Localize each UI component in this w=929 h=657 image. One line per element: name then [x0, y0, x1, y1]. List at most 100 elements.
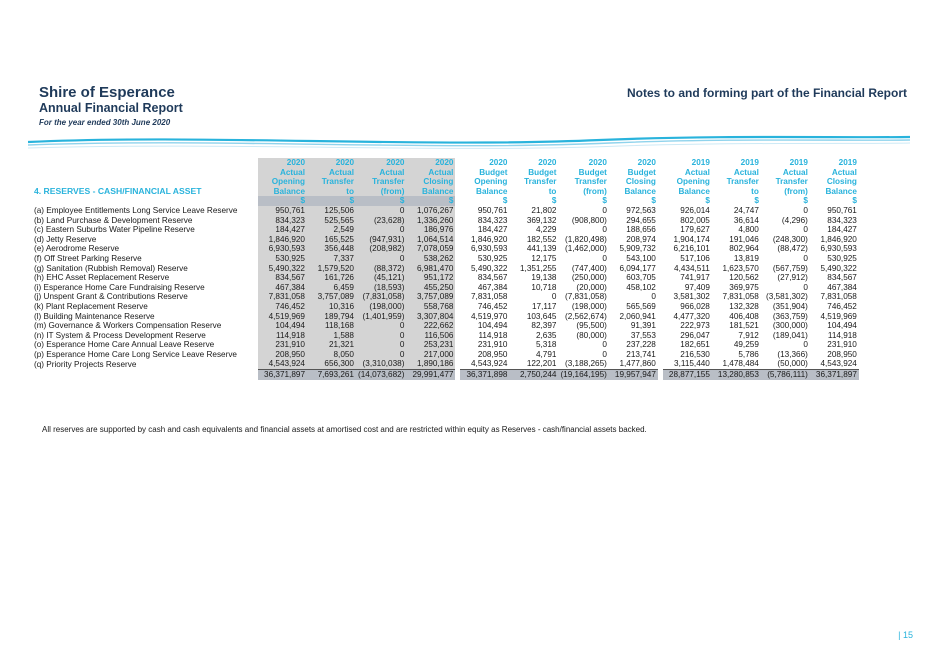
cell: 231,910 [477, 340, 508, 350]
cell: 2020 [307, 158, 356, 168]
cell: 104,494 [258, 321, 307, 331]
cell: 12,175 [531, 253, 557, 263]
cell: Closing [625, 177, 656, 187]
cell: 746,452 [258, 301, 307, 312]
cell: 104,494 [827, 321, 857, 331]
cell: 0 [803, 205, 808, 215]
cell: 834,567 [258, 273, 307, 283]
table-row: (i) Esperance Home Care Fundraising Rese… [28, 282, 859, 293]
cell: 455,250 [406, 282, 456, 293]
cell: Balance [624, 186, 656, 196]
cell: $ [406, 196, 456, 206]
cell: 972,563 [626, 205, 656, 215]
cell: 802,005 [680, 215, 710, 225]
cell: 1,478,484 [711, 359, 761, 371]
cell: 558,768 [406, 301, 456, 312]
cell: 834,323 [258, 215, 307, 226]
cell: 0 [356, 330, 407, 341]
cell: Budget [627, 167, 656, 177]
cell: 21,802 [531, 205, 557, 215]
cell: to [307, 186, 356, 197]
cell: 120,562 [729, 273, 759, 283]
cell: 7,831,058 [722, 292, 759, 302]
cell: 0 [803, 282, 808, 292]
cell: Closing [406, 177, 456, 187]
cell: 530,925 [258, 253, 307, 264]
cell: (7,831,058) [356, 292, 407, 302]
cell: 0 [651, 292, 656, 302]
cell: Transfer [574, 177, 607, 187]
cell: 538,262 [406, 253, 456, 264]
cell: Opening [676, 177, 710, 187]
table-row: (f) Off Street Parking Reserve 530,925 7,3… [28, 253, 859, 264]
cell: 441,139 [526, 244, 557, 254]
cell: 217,000 [406, 349, 456, 360]
cell: 161,726 [307, 273, 356, 283]
cell: 118,168 [307, 321, 356, 331]
cell: 4,543,924 [809, 359, 859, 371]
cell: 4,791 [535, 349, 557, 359]
cell: 1,846,920 [258, 234, 307, 245]
cell: 0 [356, 349, 407, 360]
cell: Opening [258, 177, 307, 187]
table-row: (p) Esperance Home Care Long Service Lea… [28, 349, 859, 360]
cell: 13,819 [733, 253, 759, 263]
cell: 231,910 [827, 340, 857, 350]
cell: $ [651, 196, 656, 206]
cell: (2,562,674) [564, 311, 607, 321]
cell: 0 [602, 349, 607, 359]
cell: Balance [476, 186, 508, 196]
table-row: (m) Governance & Workers Compensation Re… [28, 321, 859, 331]
cell: 467,384 [477, 282, 508, 292]
cell: 6,930,593 [258, 244, 307, 254]
row-label: (i) Esperance Home Care Fundraising Rese… [34, 282, 205, 292]
cell: $ [551, 196, 557, 206]
cell: (27,912) [777, 273, 808, 283]
cell: (88,372) [356, 263, 407, 274]
cell: (19,164,195) [558, 369, 609, 380]
cell: 7,693,261 [307, 369, 356, 380]
cell: 406,408 [729, 311, 759, 321]
cell: (18,593) [356, 282, 407, 293]
report-subtitle: Annual Financial Report [39, 101, 183, 115]
table-row: (j) Unspent Grant & Contributions Reserv… [28, 292, 859, 302]
table-row: (g) Sanitation (Rubbish Removal) Reserve… [28, 263, 859, 274]
cell: (3,581,302) [765, 292, 808, 302]
cell: 208,950 [827, 349, 857, 359]
cell: 165,525 [307, 234, 356, 245]
cell: 116,506 [406, 330, 456, 341]
cell: 3,757,089 [406, 292, 456, 302]
cell: 103,645 [526, 311, 557, 321]
reserves-table: 2020 2020 2020 2020 2020 2020 2020 2020 2019 2019… [28, 158, 859, 380]
cell: (from) [583, 186, 607, 196]
cell: Closing [826, 177, 857, 187]
cell: 188,656 [626, 225, 656, 235]
row-label: (k) Plant Replacement Reserve [34, 301, 148, 311]
cell: 1,846,920 [820, 234, 857, 244]
notes-title: Notes to and forming part of the Financi… [626, 86, 907, 100]
cell: 834,567 [477, 273, 508, 283]
cell: 17,117 [532, 301, 557, 311]
cell: 951,172 [406, 273, 456, 283]
cell: Budget [528, 167, 557, 177]
cell: (13,366) [777, 349, 808, 359]
cell: 222,662 [406, 321, 456, 331]
cell: 114,918 [827, 330, 857, 340]
cell: 36,371,898 [460, 369, 510, 380]
cell: (4,296) [781, 215, 808, 225]
cell: 2,750,244 [509, 369, 559, 380]
cell: 2020 [637, 158, 656, 167]
cell: 91,391 [630, 321, 656, 331]
table-row: (a) Employee Entitlements Long Service L… [28, 205, 859, 216]
cell: (908,800) [571, 215, 607, 225]
cell: 132,328 [729, 301, 759, 311]
totals-row: 36,371,897 7,693,261 (14,073,682) 29,991,47… [28, 369, 859, 380]
cell: 966,028 [680, 301, 710, 311]
cell: (from) [784, 186, 808, 196]
cell: (198,000) [356, 301, 407, 312]
cell: 746,452 [827, 301, 857, 311]
cell: 7,078,059 [406, 244, 456, 254]
cell: 2,060,941 [619, 311, 656, 321]
cell: 184,427 [477, 225, 508, 235]
cell: 6,216,101 [673, 244, 710, 254]
